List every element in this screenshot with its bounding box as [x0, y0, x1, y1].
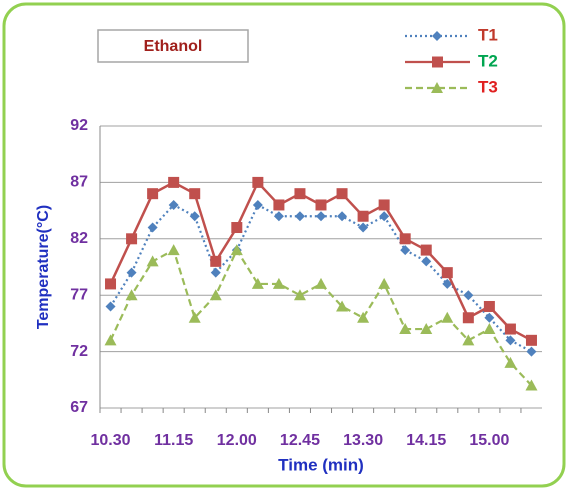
marker	[337, 211, 348, 222]
marker	[400, 245, 411, 256]
marker	[378, 277, 391, 289]
x-tick-label: 10.30	[91, 432, 131, 449]
legend-label: T2	[478, 51, 498, 70]
marker	[105, 301, 116, 312]
marker	[336, 188, 348, 200]
marker	[525, 334, 537, 346]
marker	[167, 244, 180, 256]
marker	[378, 199, 390, 211]
marker	[293, 289, 306, 301]
marker	[442, 278, 453, 289]
marker	[316, 211, 326, 222]
y-tick-label: 67	[70, 399, 88, 416]
marker	[336, 300, 349, 312]
marker	[125, 289, 138, 301]
marker	[483, 323, 496, 335]
y-tick-label: 77	[70, 286, 88, 303]
marker	[188, 311, 201, 323]
marker	[209, 289, 222, 301]
marker	[231, 222, 243, 234]
marker	[273, 211, 284, 222]
x-tick-label: 11.15	[154, 432, 193, 449]
marker	[504, 356, 517, 368]
x-tick-label: 12.00	[217, 432, 257, 449]
y-axis-title: Temperature(°C)	[35, 205, 52, 329]
marker	[126, 233, 138, 245]
y-tick-label: 82	[70, 230, 88, 247]
legend-marker	[432, 56, 443, 68]
marker	[379, 211, 390, 222]
marker	[230, 244, 243, 256]
y-tick-label: 92	[70, 117, 88, 134]
marker	[147, 188, 159, 200]
x-tick-label: 14.15	[406, 432, 446, 449]
legend-label: T1	[478, 25, 498, 44]
marker	[357, 210, 369, 222]
marker	[294, 211, 305, 222]
marker	[420, 244, 432, 256]
marker	[357, 311, 370, 323]
x-tick-label: 15.00	[469, 432, 509, 449]
marker	[484, 312, 495, 323]
legend-marker	[431, 82, 443, 93]
marker	[315, 277, 327, 289]
marker	[252, 199, 263, 210]
marker	[526, 346, 537, 357]
marker	[399, 233, 411, 245]
series-line	[109, 247, 533, 387]
marker	[315, 199, 327, 211]
marker	[421, 256, 432, 267]
marker	[525, 379, 538, 391]
y-tick-label: 72	[70, 343, 88, 360]
annotation-box	[97, 29, 249, 63]
x-axis-title: Time (min)	[278, 455, 364, 474]
marker	[504, 323, 516, 335]
marker	[483, 300, 495, 312]
marker	[105, 278, 117, 290]
marker	[147, 222, 158, 233]
marker	[104, 334, 117, 346]
marker	[441, 311, 454, 323]
marker	[462, 312, 474, 324]
marker	[420, 323, 433, 335]
marker	[399, 323, 412, 335]
marker	[358, 222, 369, 233]
marker	[168, 176, 180, 188]
marker	[189, 211, 200, 222]
legend-label: T3	[478, 77, 498, 96]
marker	[462, 334, 475, 346]
marker	[168, 199, 179, 210]
marker	[252, 176, 264, 188]
marker	[273, 199, 285, 211]
marker	[272, 277, 285, 289]
marker	[463, 290, 474, 301]
x-tick-label: 12.45	[280, 432, 320, 449]
marker	[210, 255, 222, 267]
legend-marker	[432, 31, 442, 41]
marker	[505, 335, 516, 346]
marker	[294, 188, 306, 200]
marker	[441, 267, 453, 279]
marker	[126, 267, 137, 278]
marker	[146, 255, 159, 267]
marker	[210, 267, 221, 278]
x-tick-label: 13.30	[343, 432, 383, 449]
marker	[189, 188, 201, 200]
annotation: Ethanol	[144, 38, 203, 55]
y-tick-label: 87	[70, 174, 88, 191]
marker	[251, 277, 264, 289]
